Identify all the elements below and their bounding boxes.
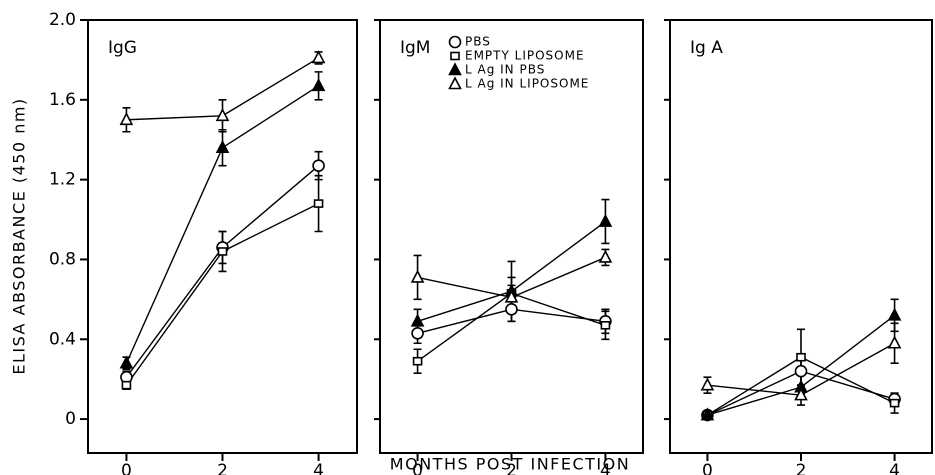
marker bbox=[448, 35, 462, 49]
marker bbox=[450, 51, 460, 61]
marker bbox=[598, 213, 613, 227]
legend-label: L Ag IN LIPOSOME bbox=[465, 77, 589, 91]
x-tick-label: 0 bbox=[121, 461, 132, 475]
marker bbox=[598, 249, 613, 263]
legend-label: L Ag IN PBS bbox=[465, 63, 545, 77]
y-tick-label: 2.0 bbox=[49, 10, 76, 30]
marker bbox=[794, 387, 808, 401]
marker bbox=[600, 320, 611, 330]
y-tick-label: 1.2 bbox=[49, 170, 76, 190]
marker bbox=[312, 159, 325, 172]
panel-title: IgG bbox=[108, 38, 137, 58]
panel-title: Ig A bbox=[690, 38, 723, 58]
y-tick-label: 1.6 bbox=[49, 90, 76, 110]
marker bbox=[700, 377, 715, 391]
x-tick-label: 0 bbox=[412, 461, 423, 475]
panel-title: IgM bbox=[400, 38, 430, 58]
marker bbox=[796, 352, 806, 362]
x-tick-label: 2 bbox=[217, 461, 228, 475]
marker bbox=[215, 108, 230, 122]
marker bbox=[448, 76, 462, 90]
x-tick-label: 0 bbox=[702, 461, 713, 475]
marker bbox=[311, 50, 326, 64]
marker bbox=[119, 112, 134, 126]
marker bbox=[700, 407, 715, 421]
legend-label: PBS bbox=[465, 35, 491, 49]
marker bbox=[412, 356, 423, 366]
marker bbox=[411, 326, 424, 340]
marker bbox=[215, 139, 230, 154]
x-axis-label: MONTHS POST INFECTION bbox=[390, 455, 630, 474]
marker bbox=[504, 289, 519, 303]
x-tick-label: 4 bbox=[600, 461, 611, 475]
x-tick-label: 4 bbox=[313, 461, 324, 475]
x-tick-label: 2 bbox=[796, 461, 807, 475]
marker bbox=[410, 269, 425, 283]
marker bbox=[887, 307, 902, 321]
marker bbox=[313, 199, 324, 208]
marker bbox=[448, 62, 462, 76]
marker bbox=[121, 380, 132, 390]
x-tick-label: 2 bbox=[506, 461, 517, 475]
legend-label: EMPTY LIPOSOME bbox=[465, 49, 585, 63]
marker bbox=[794, 364, 808, 378]
marker bbox=[889, 398, 900, 408]
y-tick-label: 0.4 bbox=[49, 329, 76, 349]
y-tick-label: 0 bbox=[65, 409, 76, 429]
y-axis-label: ELISA ABSORBANCE (450 nm) bbox=[10, 97, 29, 374]
marker bbox=[311, 78, 326, 92]
marker bbox=[217, 247, 228, 256]
marker bbox=[410, 313, 425, 327]
marker bbox=[119, 355, 134, 369]
marker bbox=[505, 303, 518, 316]
marker bbox=[887, 335, 902, 349]
x-tick-label: 4 bbox=[889, 461, 900, 475]
y-tick-label: 0.8 bbox=[49, 249, 76, 269]
